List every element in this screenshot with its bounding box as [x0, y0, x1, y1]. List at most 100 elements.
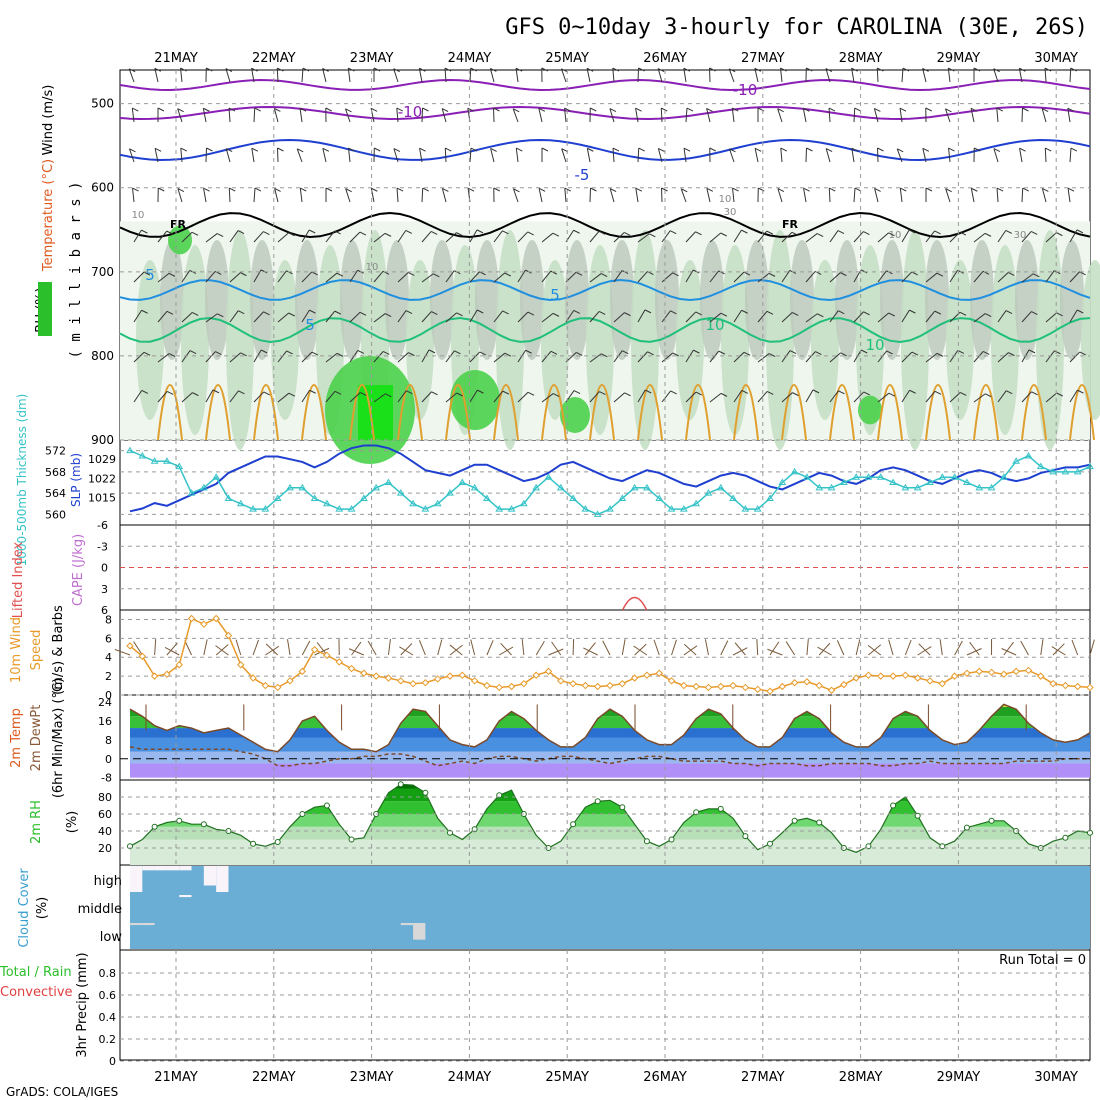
wind-barb	[541, 270, 552, 283]
wind-barb-flag	[564, 187, 572, 192]
surface-wind-barb	[769, 641, 780, 656]
bottom-date-label: 21MAY	[154, 1070, 198, 1085]
rh-fill-low	[541, 260, 569, 420]
wind-barb	[421, 187, 424, 203]
wind-barb	[493, 230, 503, 243]
wind-speed-marker	[1000, 670, 1008, 678]
temp-tick-label: 8	[105, 734, 112, 747]
thickness-marker	[1073, 467, 1082, 475]
contour-label: -10	[398, 103, 423, 121]
wind-barb-flag	[419, 147, 426, 152]
temp-axis-label-line1: 2m Temp	[9, 708, 24, 768]
surface-wind-barb	[215, 645, 229, 656]
contour-label: 10	[865, 336, 884, 354]
wind-barb	[421, 273, 434, 283]
wind-barb-flag	[374, 147, 381, 152]
wind-barb-flag	[680, 188, 688, 193]
wind-barb-flag	[166, 310, 174, 315]
wind-barb	[180, 68, 183, 83]
rh-fill-mid	[430, 240, 454, 360]
cloud-gap-high	[179, 866, 192, 871]
wind-barb	[397, 230, 407, 243]
cloud-gap-high	[216, 866, 229, 892]
wind-barb	[181, 231, 193, 243]
wind-speed-marker	[618, 679, 627, 688]
wind-barb	[661, 310, 671, 323]
wind-barb-flag	[768, 353, 776, 358]
isotherm-15	[925, 384, 951, 441]
wind-barb-flag	[288, 232, 295, 237]
wind-barb-flag	[709, 67, 716, 72]
wind-barb-flag	[334, 310, 342, 315]
wind-speed-marker	[433, 675, 442, 683]
wind-barb	[851, 68, 855, 83]
wind-speed-marker	[557, 677, 565, 685]
wind-speed-marker	[458, 671, 467, 679]
surface-wind-barb	[1052, 643, 1065, 656]
wind-speed-marker	[163, 670, 171, 678]
wind-barb	[997, 390, 1007, 403]
wind-speed-marker	[840, 680, 848, 689]
wind-barb-flag	[996, 107, 1004, 112]
wind-speed-marker	[175, 661, 183, 669]
wind-barb	[225, 148, 231, 163]
bottom-date-label: 25MAY	[545, 1070, 589, 1085]
wind-axis-label-line3: (m/s) & Barbs	[51, 605, 66, 695]
wind-barb-flag	[527, 311, 535, 316]
wind-barb	[541, 232, 554, 243]
surface-wind-barb	[154, 639, 157, 656]
wind-speed-marker	[877, 672, 885, 680]
wind-barb-flag	[238, 390, 245, 395]
wind-barb-flag	[780, 67, 787, 72]
thickness-marker	[519, 499, 528, 507]
rh-fill-bands	[130, 784, 1090, 865]
rh-fill-low	[676, 260, 704, 420]
thickness-marker	[692, 499, 701, 507]
wind-barb	[276, 67, 279, 83]
wind-barb-flag	[732, 107, 739, 112]
wind-barb	[517, 391, 529, 403]
wind-barb	[347, 68, 351, 83]
surface-wind-barb	[1003, 641, 1014, 656]
rh-fill-low	[181, 245, 209, 435]
wind-speed-marker	[753, 685, 762, 694]
surface-wind-barb	[785, 641, 796, 656]
thickness-marker	[335, 505, 344, 512]
rh-band	[130, 788, 1090, 802]
wind-barb-flag	[1056, 312, 1063, 317]
wind-barb-flag	[661, 107, 668, 112]
wind-barb	[1069, 271, 1080, 283]
wind-barb	[397, 272, 409, 283]
wind-barb-flag	[803, 187, 810, 192]
wind-barb-flag	[586, 67, 594, 72]
wind-barb-flag	[192, 312, 199, 316]
bottom-date-label: 23MAY	[350, 1070, 394, 1085]
wind-barb-flag	[288, 312, 295, 317]
wind-barb-flag	[838, 310, 845, 315]
wind-barb	[1069, 351, 1081, 363]
slp-line	[129, 444, 1091, 513]
thickness-marker	[323, 499, 331, 507]
wind-barb	[657, 68, 663, 83]
wind-barb	[948, 148, 951, 163]
thickness-marker	[446, 489, 454, 496]
wind-barb-flag	[993, 68, 1000, 73]
lifted-index-tick-label: 3	[101, 583, 108, 596]
rh-marker	[323, 802, 330, 809]
surface-wind-barb	[265, 643, 279, 656]
wind-barb-flag	[993, 148, 1001, 153]
precip-convective-label: Convective	[0, 985, 73, 1000]
thickness-marker	[483, 494, 491, 501]
wind-barb	[253, 231, 264, 243]
wind-barb	[685, 311, 697, 323]
rh-tick-label: 60	[98, 808, 112, 821]
wind-speed-marker	[446, 672, 454, 680]
wind-barb	[205, 313, 218, 323]
wind-barb-flag	[311, 351, 319, 356]
surface-wind-barb	[602, 640, 611, 656]
wind-barb	[780, 68, 783, 83]
wind-barb-flag	[251, 67, 258, 72]
thickness-marker	[975, 483, 984, 491]
wind-barb-flag	[960, 392, 967, 396]
contour-label: FR	[170, 218, 187, 231]
